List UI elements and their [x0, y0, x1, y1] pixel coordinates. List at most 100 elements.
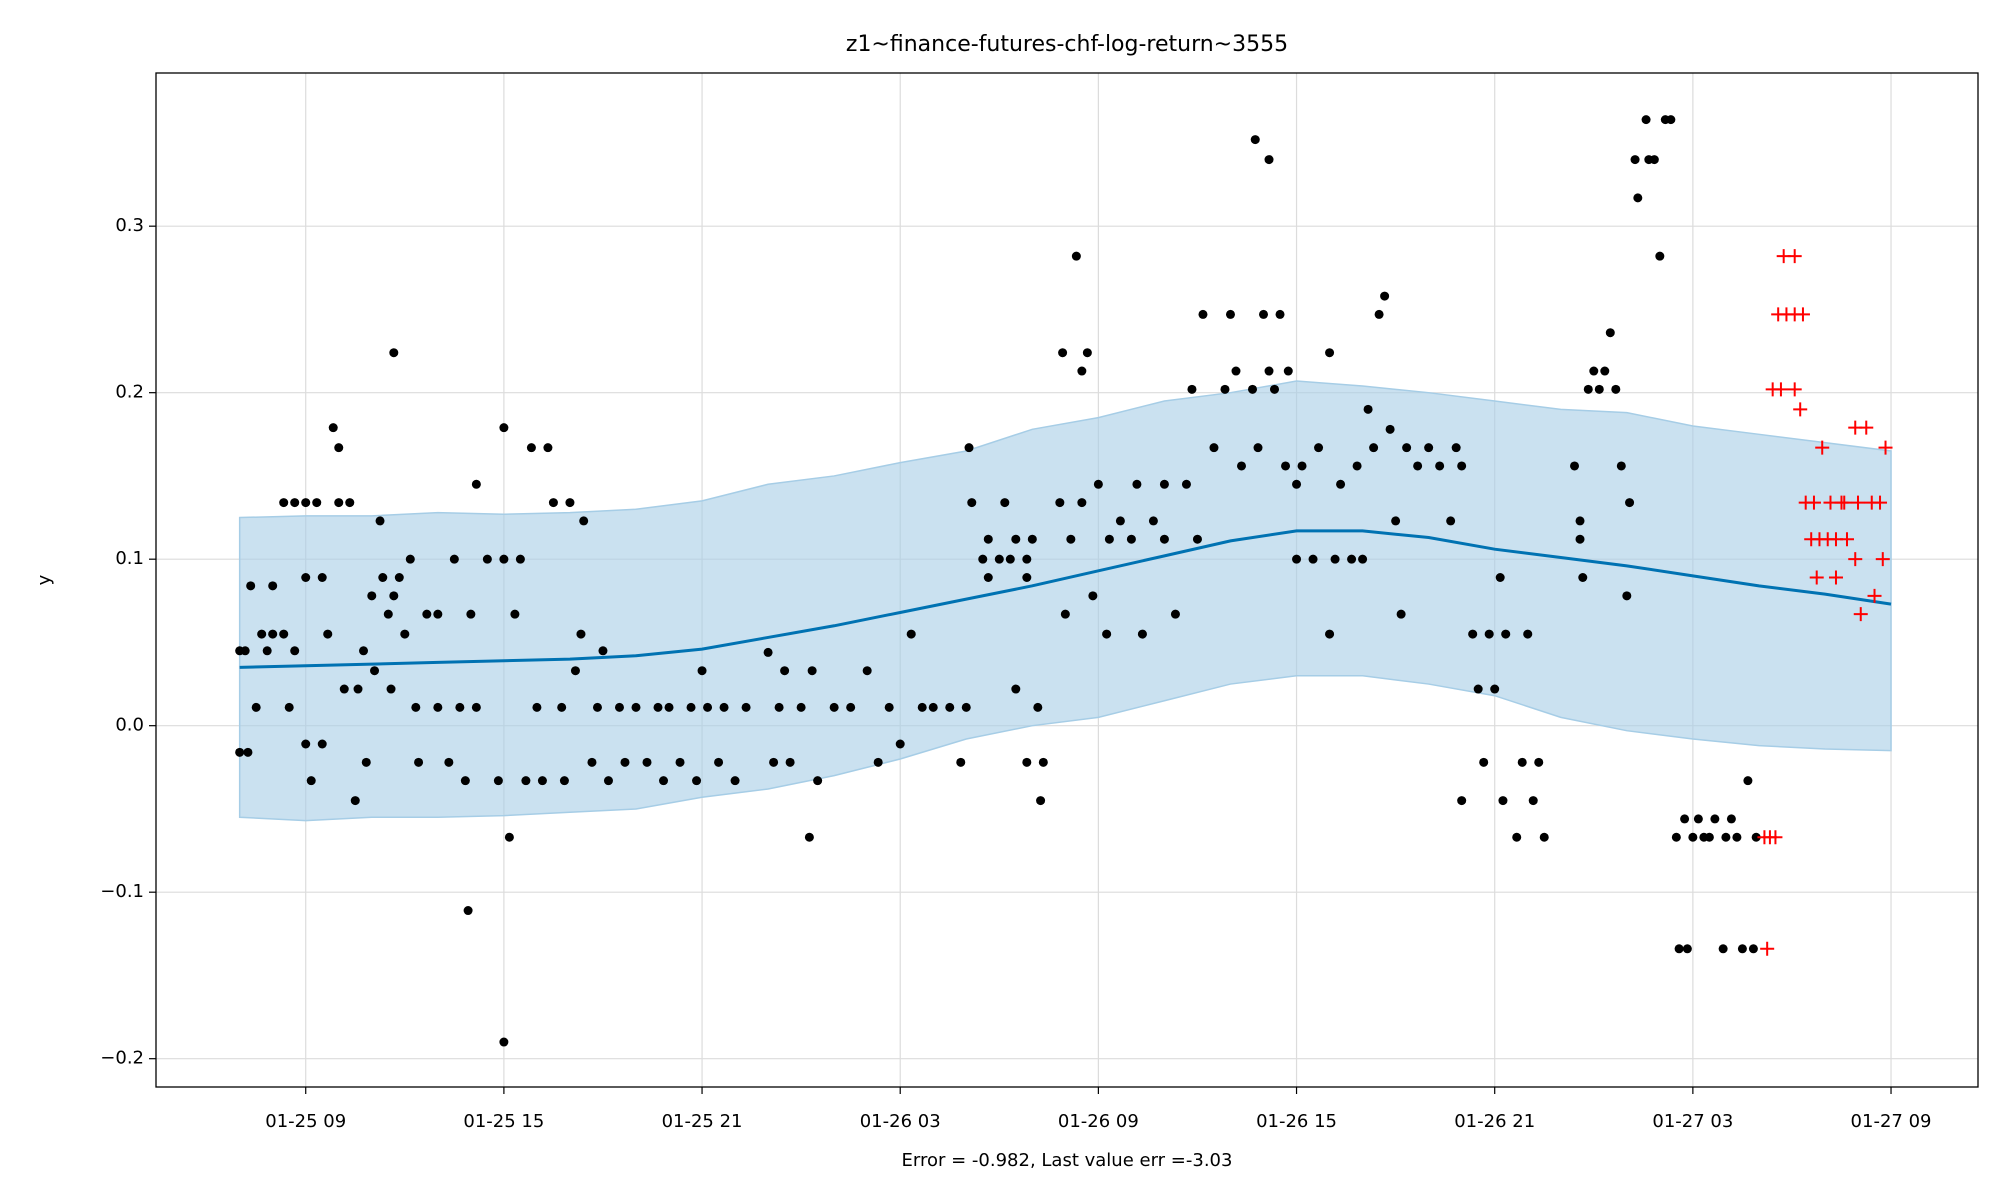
data-point [1159, 479, 1169, 489]
data-point [983, 534, 993, 544]
data-point [703, 702, 713, 712]
data-point [1380, 291, 1390, 301]
data-point [1570, 461, 1580, 471]
data-point [983, 573, 993, 583]
data-point [846, 702, 856, 712]
data-point [1630, 155, 1640, 165]
data-point [714, 757, 724, 767]
data-point [378, 573, 388, 583]
data-point [243, 747, 253, 757]
data-point [1236, 461, 1246, 471]
data-point [1058, 348, 1068, 358]
test-point [1851, 495, 1865, 510]
data-point [1402, 443, 1412, 453]
x-tick-label: 01-25 15 [463, 1111, 544, 1132]
test-point [1795, 307, 1810, 322]
data-point [361, 757, 371, 767]
test-point [1815, 440, 1830, 455]
data-point [1253, 443, 1263, 453]
data-point [543, 443, 553, 453]
axes-frame [155, 72, 1979, 1088]
data-point [1148, 516, 1158, 526]
data-point [268, 629, 278, 639]
data-point [785, 757, 795, 767]
data-point [1616, 461, 1626, 471]
data-point [268, 581, 278, 591]
data-point [414, 757, 424, 767]
data-point [862, 666, 872, 676]
test-point [1809, 570, 1824, 585]
data-point [1248, 384, 1258, 394]
data-point [697, 666, 707, 676]
data-point [928, 702, 938, 712]
data-point [1396, 609, 1406, 619]
data-point [774, 702, 784, 712]
plot-area [235, 115, 1893, 1047]
data-point [1292, 554, 1302, 564]
x-tick-label: 01-27 09 [1851, 1111, 1932, 1132]
x-tick-label: 01-26 21 [1454, 1111, 1535, 1132]
data-point [1498, 796, 1508, 806]
data-point [422, 609, 432, 619]
data-point [1225, 309, 1235, 319]
data-point [1490, 684, 1500, 694]
data-point [433, 609, 443, 619]
data-point [1198, 309, 1208, 319]
data-point [1159, 534, 1169, 544]
data-point [592, 702, 602, 712]
test-point [1878, 440, 1893, 455]
data-point [884, 702, 894, 712]
data-point [521, 776, 531, 786]
data-point [1435, 461, 1445, 471]
data-point [945, 702, 955, 712]
data-point [1578, 573, 1588, 583]
data-point [895, 739, 905, 749]
data-point [780, 666, 790, 676]
y-axis-label: y [34, 574, 55, 585]
data-point [1523, 629, 1533, 639]
forecast-line [239, 529, 1892, 669]
data-point [1027, 534, 1037, 544]
data-point [1539, 832, 1549, 842]
data-point [317, 739, 327, 749]
data-point [1077, 498, 1087, 508]
data-point [1468, 629, 1478, 639]
data-point [1077, 366, 1087, 376]
data-point [389, 591, 399, 601]
data-point [1666, 115, 1676, 125]
y-tick-label: 0.1 [115, 548, 144, 569]
data-point [730, 776, 740, 786]
data-point [1358, 554, 1368, 564]
data-point [1495, 573, 1505, 583]
data-point [1363, 404, 1373, 414]
data-point [1622, 591, 1632, 601]
data-point [1583, 384, 1593, 394]
data-point [1102, 629, 1112, 639]
data-point [642, 757, 652, 767]
data-point [493, 776, 503, 786]
data-point [284, 702, 294, 712]
data-point [769, 757, 779, 767]
data-point [504, 832, 514, 842]
data-point [961, 702, 971, 712]
data-point [359, 646, 369, 656]
data-point [1250, 135, 1260, 145]
data-point [350, 796, 360, 806]
test-point [1806, 495, 1821, 510]
chart-title: z1~finance-futures-chf-log-return~3555 [846, 32, 1288, 57]
data-point [692, 776, 702, 786]
data-point [471, 479, 481, 489]
data-point [394, 573, 404, 583]
data-point [279, 498, 289, 508]
y-tick-label: 0.0 [115, 715, 144, 736]
data-point [1641, 115, 1651, 125]
data-point [323, 629, 333, 639]
data-point [370, 666, 380, 676]
data-point [1036, 796, 1046, 806]
test-point [1867, 588, 1882, 603]
data-point [1649, 155, 1659, 165]
data-point [301, 573, 311, 583]
y-tick-label: −0.1 [100, 881, 144, 902]
data-point [433, 702, 443, 712]
data-point [548, 498, 558, 508]
